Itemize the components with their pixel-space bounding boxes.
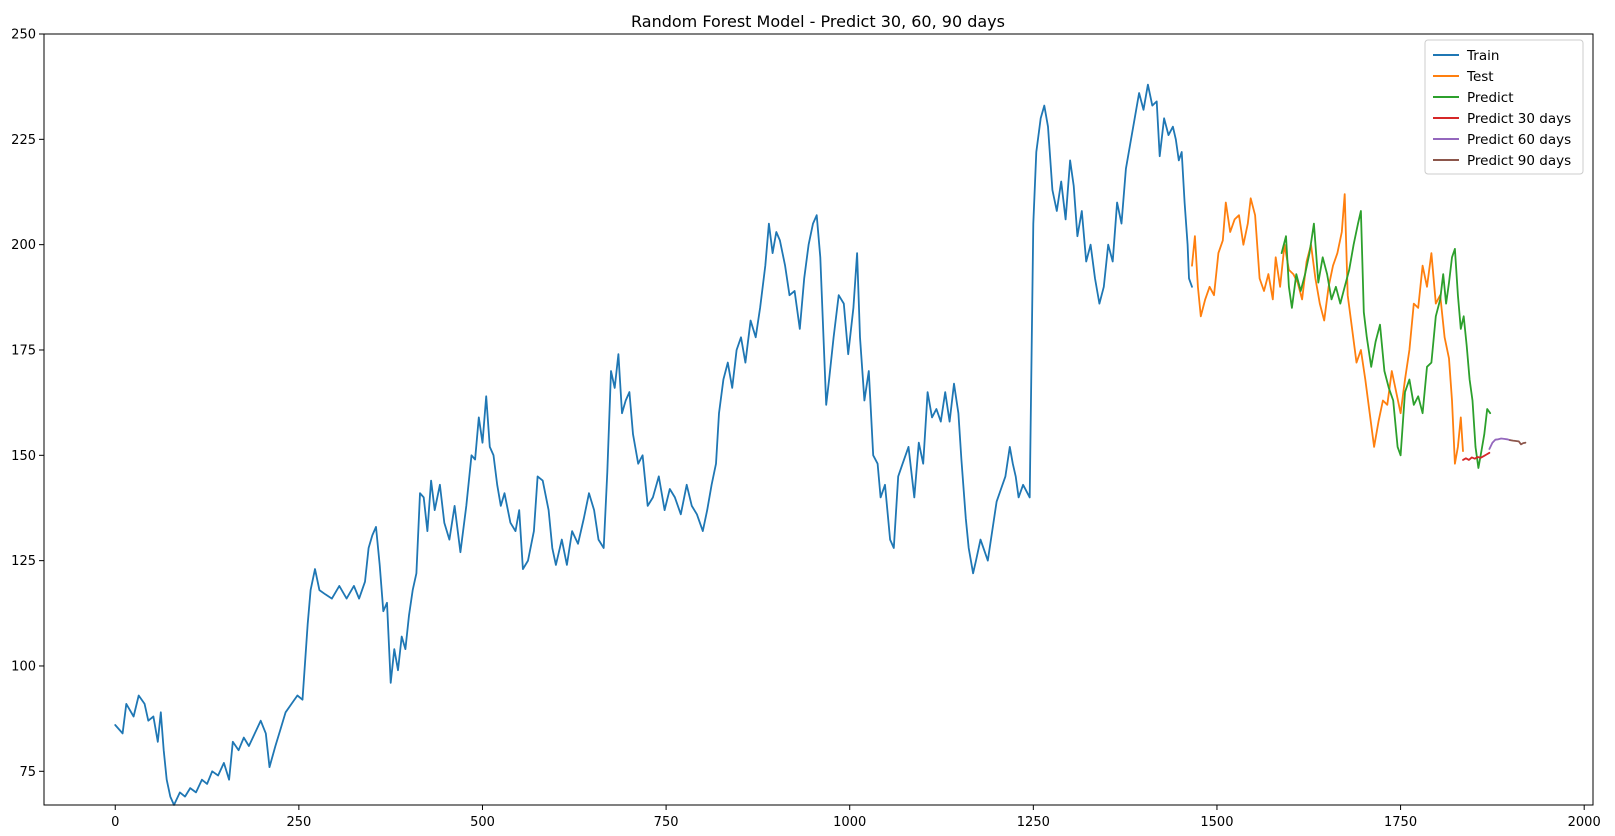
y-tick-label: 175 <box>11 343 36 358</box>
y-tick-label: 100 <box>11 659 36 674</box>
plot-frame <box>43 33 1594 806</box>
x-tick-label: 500 <box>470 815 495 830</box>
series-line-test <box>1191 193 1464 465</box>
series-line-predict <box>1280 210 1492 469</box>
axes: 0 250 500 750 1000 1250 1500 1750 2000 75 100 125 15… <box>11 28 1601 831</box>
x-tick-label: 1250 <box>1017 815 1050 830</box>
y-tick-label: 75 <box>19 765 36 780</box>
chart-title: Random Forest Model - Predict 30, 60, 90… <box>631 12 1005 31</box>
x-tick-label: 750 <box>654 815 679 830</box>
legend-entry-label: Train <box>1466 48 1499 64</box>
x-tick-label: 0 <box>111 815 119 830</box>
plot-area <box>114 83 1527 806</box>
x-tick-label: 1000 <box>833 815 866 830</box>
legend-entry-label: Predict <box>1467 90 1514 106</box>
legend-entry-label: Test <box>1466 69 1494 85</box>
legend-entry-label: Predict 60 days <box>1467 132 1571 148</box>
legend-box <box>1424 39 1584 175</box>
x-tick-label: 1500 <box>1200 815 1233 830</box>
legend: Train Test Predict Predict 30 days Predict 6… <box>1424 39 1584 175</box>
y-tick-label: 150 <box>11 449 36 464</box>
x-tick-label: 250 <box>286 815 311 830</box>
series-line-predict-30-days <box>1462 451 1491 461</box>
series-line-predict-90-days <box>1509 439 1527 446</box>
series-line-train <box>114 83 1193 806</box>
legend-entry-label: Predict 90 days <box>1467 153 1571 169</box>
series-line-predict-60-days <box>1488 437 1511 450</box>
y-tick-label: 250 <box>11 28 36 43</box>
x-tick-label: 1750 <box>1384 815 1417 830</box>
y-tick-label: 125 <box>11 554 36 569</box>
legend-entry-label: Predict 30 days <box>1467 111 1571 127</box>
y-tick-label: 200 <box>11 238 36 253</box>
x-tick-label: 2000 <box>1568 815 1601 830</box>
y-tick-label: 225 <box>11 133 36 148</box>
